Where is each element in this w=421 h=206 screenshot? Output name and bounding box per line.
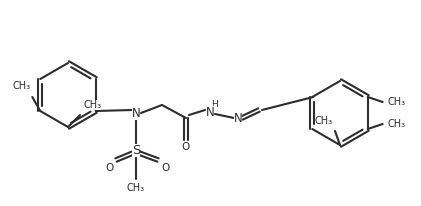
Text: CH₃: CH₃: [388, 119, 406, 129]
Text: O: O: [105, 163, 113, 173]
Text: N: N: [205, 105, 214, 118]
Text: N: N: [132, 107, 140, 119]
Text: CH₃: CH₃: [83, 100, 101, 110]
Text: S: S: [132, 144, 140, 157]
Text: CH₃: CH₃: [388, 97, 406, 107]
Text: CH₃: CH₃: [315, 116, 333, 126]
Text: CH₃: CH₃: [127, 183, 145, 193]
Text: H: H: [210, 99, 217, 109]
Text: O: O: [182, 142, 190, 152]
Text: CH₃: CH₃: [12, 81, 30, 91]
Text: N: N: [234, 111, 242, 124]
Text: O: O: [161, 163, 169, 173]
